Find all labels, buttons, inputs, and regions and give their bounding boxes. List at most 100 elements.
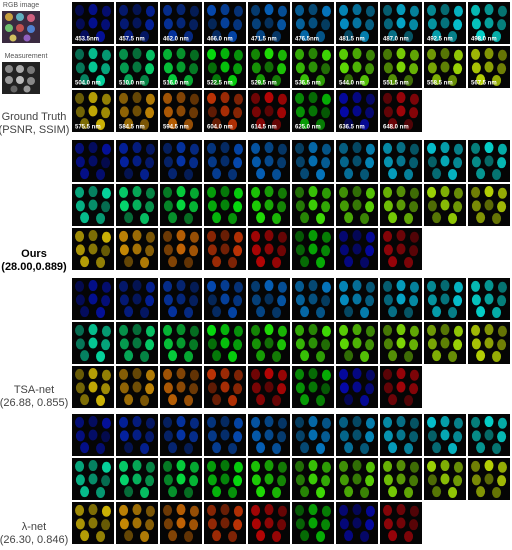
wavelength-label: 481.5 nm [339,37,365,43]
spectral-tile [292,184,334,226]
wavelength-label: 522.5 nm [207,81,233,87]
method-name: TSA-net [14,384,54,396]
spectral-tile: 625.0 nm [292,90,334,132]
spectral-tile [204,322,246,364]
spectral-tile [292,458,334,500]
wavelength-label: 529.5 nm [251,81,277,87]
method-score: (26.88, 0.855) [0,397,68,409]
spectral-tile [160,228,202,270]
spectral-tile [336,228,378,270]
wavelength-label: 604.0 nm [207,125,233,131]
wavelength-label: 510.0 nm [119,81,145,87]
wavelength-label: 558.5 nm [427,81,453,87]
spectral-tile: 466.0 nm [204,2,246,44]
method-score: (26.30, 0.846) [0,534,68,546]
spectral-tile [248,366,290,408]
spectral-tile [204,278,246,320]
wavelength-label: 575.5 nm [75,125,101,131]
spectral-tile [72,366,114,408]
method-name: Ground Truth [2,111,67,123]
wavelength-label: 625.0 nm [295,125,321,131]
method-score: (PSNR, SSIM) [0,124,69,136]
wavelength-label: 584.5 nm [119,125,145,131]
spectral-tile [72,140,114,182]
spectral-tile [336,366,378,408]
spectral-tile [424,458,466,500]
spectral-tile: 648.0 nm [380,90,422,132]
spectral-tile: 522.5 nm [204,46,246,88]
wavelength-label: 614.5 nm [251,125,277,131]
spectral-tile: 487.0 nm [380,2,422,44]
spectral-tile [248,458,290,500]
spectral-tile [292,228,334,270]
spectral-tile: 614.5 nm [248,90,290,132]
spectral-tile: 498.0 nm [468,2,510,44]
spectral-tile: 575.5 nm [72,90,114,132]
wavelength-label: 636.5 nm [339,125,365,131]
spectral-tile [204,140,246,182]
spectral-tile [204,502,246,544]
spectral-tile: 476.5nm [292,2,334,44]
spectral-tile [248,322,290,364]
spectral-tile [160,458,202,500]
wavelength-label: 457.5 nm [119,37,145,43]
spectral-tile: 457.5 nm [116,2,158,44]
spectral-tile: 584.5 nm [116,90,158,132]
spectral-tile [116,322,158,364]
spectral-tile [160,184,202,226]
spectral-tile [380,322,422,364]
spectral-tile [336,458,378,500]
spectral-tile: 558.5 nm [424,46,466,88]
spectral-tile [380,184,422,226]
spectral-tile [380,414,422,456]
spectral-tile [116,414,158,456]
spectral-tile: 453.5nm [72,2,114,44]
spectral-tile [336,414,378,456]
wavelength-label: 466.0 nm [207,37,233,43]
spectral-tile: 567.5 nm [468,46,510,88]
wavelength-label: 567.5 nm [471,81,497,87]
wavelength-label: 551.5 nm [383,81,409,87]
spectral-tile [204,458,246,500]
wavelength-label: 536.5 nm [295,81,321,87]
spectral-tile: 510.0 nm [116,46,158,88]
spectral-tile [248,502,290,544]
spectral-tile [72,414,114,456]
spectral-tile [204,228,246,270]
spectral-tile [292,414,334,456]
spectral-tile [160,502,202,544]
spectral-tile [116,502,158,544]
spectral-tile [468,140,510,182]
spectral-tile [160,366,202,408]
method-score: (28.00,0.889) [1,261,67,273]
spectral-tile: 636.5 nm [336,90,378,132]
spectral-tile: 492.5 nm [424,2,466,44]
spectral-tile [424,184,466,226]
spectral-tile [248,278,290,320]
spectral-tile [292,140,334,182]
spectral-tile [468,184,510,226]
spectral-tile [204,414,246,456]
spectral-tile [72,184,114,226]
spectral-tile: 544.0 nm [336,46,378,88]
spectral-tile [380,458,422,500]
spectral-tile [72,278,114,320]
spectral-tile [160,414,202,456]
spectral-tile [336,322,378,364]
spectral-tile [424,322,466,364]
spectral-tile [116,366,158,408]
spectral-tile [380,278,422,320]
spectral-tile [116,278,158,320]
spectral-tile [160,140,202,182]
wavelength-label: 476.5nm [295,37,319,43]
spectral-tile [468,322,510,364]
spectral-tile [72,228,114,270]
measurement-thumbnail [2,62,40,94]
spectral-tile [424,278,466,320]
spectral-tile [116,458,158,500]
inset-label: RGB image [3,2,39,9]
wavelength-label: 492.5 nm [427,37,453,43]
spectral-tile: 604.0 nm [204,90,246,132]
spectral-tile [292,366,334,408]
